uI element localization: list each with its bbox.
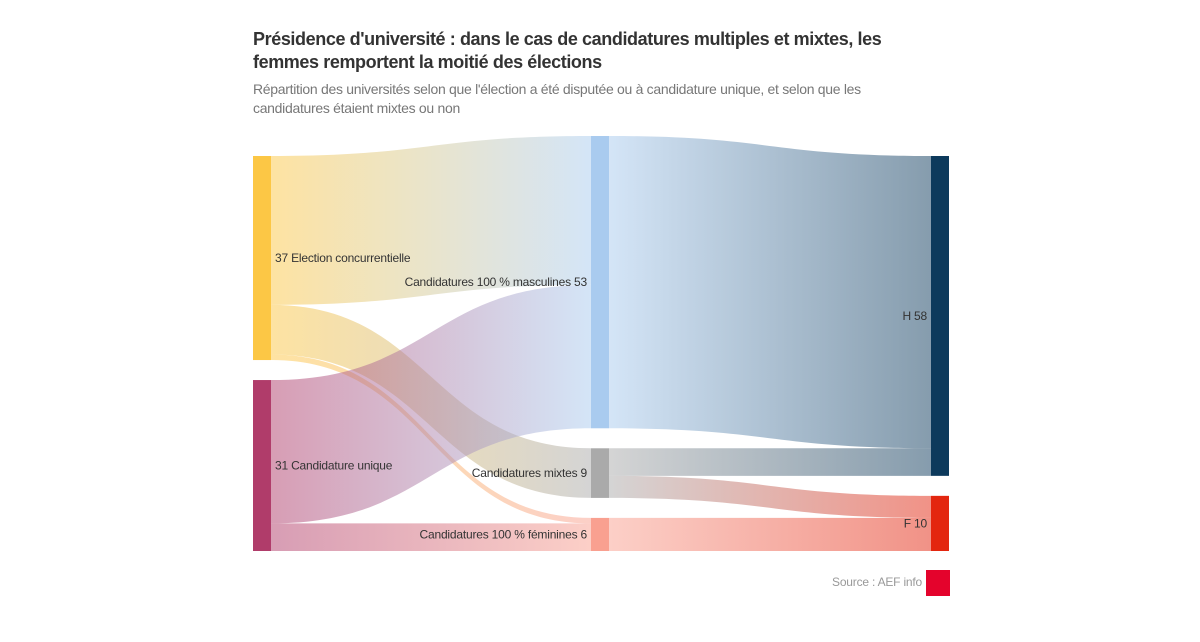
node-label-uniq: 31 Candidature unique [275,459,393,473]
node-label-masc: Candidatures 100 % masculines 53 [405,275,588,289]
link-mixt-H [609,448,931,476]
node-label-F: F 10 [904,516,928,530]
link-uniq-masc [271,284,591,524]
sankey-labels: 37 Election concurrentielle 31 Candidatur… [275,251,928,541]
link-conc-masc [271,136,591,305]
node-masc [591,136,609,429]
sankey-links [271,136,931,551]
link-fem-F [609,517,931,551]
node-H [931,156,949,476]
node-mixt [591,448,609,498]
chart-title: Présidence d'université : dans le cas de… [253,29,882,72]
link-masc-H [609,136,931,449]
source-note: Source : AEF info [832,575,922,589]
node-conc [253,156,271,361]
chart-subtitle: Répartition des universités selon que l'… [253,81,861,116]
sankey-nodes [253,136,949,551]
aef-logo [926,570,950,596]
node-F [931,495,949,551]
link-uniq-fem [271,523,591,551]
node-label-mixt: Candidatures mixtes 9 [472,466,588,480]
link-mixt-F [609,475,931,518]
node-label-conc: 37 Election concurrentielle [275,251,411,265]
node-label-fem: Candidatures 100 % féminines 6 [420,527,588,541]
node-uniq [253,380,271,551]
node-label-H: H 58 [902,309,927,323]
node-fem [591,517,609,551]
